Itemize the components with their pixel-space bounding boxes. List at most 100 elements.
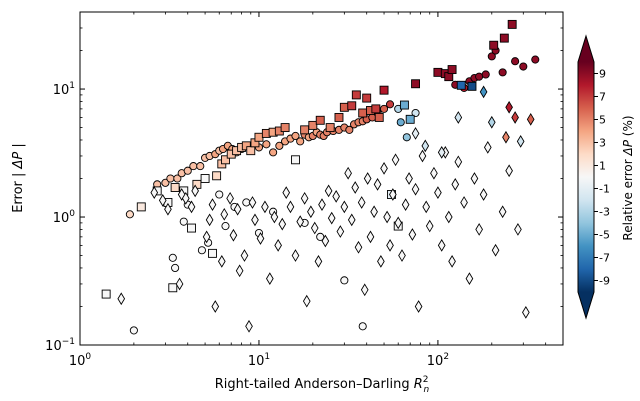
diamond-marker [522,305,530,319]
square-marker [246,146,256,156]
diamond-marker [324,184,333,198]
square-marker [101,289,111,299]
circle-marker [411,108,420,118]
square-marker [358,108,368,118]
diamond-marker [411,127,420,140]
square-marker [187,223,196,233]
diamond-marker [175,277,184,291]
square-marker [208,248,217,258]
diamond-marker [191,184,199,198]
diamond-marker [351,181,360,194]
diamond-marker [370,205,378,219]
y-tick-label: 100 [53,209,76,226]
colorbar-gradient [578,62,594,292]
diamond-marker [286,200,295,214]
square-marker [399,100,409,110]
diamond-marker [437,146,446,159]
diamond-marker [448,255,456,268]
diamond-marker [321,234,330,248]
diamond-marker [327,211,336,225]
square-marker [300,125,310,135]
diamond-marker [487,115,496,129]
diamond-marker [235,264,244,278]
x-tick-label: 102 [427,352,449,369]
diamond-marker [505,164,513,178]
x-axis-label-symbol: R [414,377,423,392]
diamond-marker [340,200,349,214]
diamond-marker [454,155,463,169]
x-axis-label-sup: 2 [423,375,429,385]
diamond-marker [451,177,460,191]
diamond-marker [291,249,300,262]
circle-marker [487,52,496,61]
square-marker [405,114,415,124]
square-marker [371,104,381,114]
circle-marker [221,222,230,231]
diamond-marker [401,198,410,211]
diamond-marker [434,186,442,200]
diamond-marker [479,188,488,201]
diamond-marker [208,198,217,211]
diamond-marker [265,272,274,286]
square-marker [374,112,384,122]
diamond-marker [470,172,479,185]
square-marker [308,120,318,130]
circle-marker [379,104,389,113]
diamond-marker [511,111,519,124]
circle-marker [396,118,405,127]
circle-marker [402,133,411,142]
diamond-marker [187,200,196,214]
diamond-marker [425,219,434,233]
circle-marker [161,178,170,187]
diamond-marker [177,188,186,201]
square-marker [447,65,457,75]
diamond-marker [344,166,352,180]
diamond-marker [514,223,522,236]
data-markers [101,19,540,335]
diamond-marker [296,215,305,229]
circle-marker [125,210,134,219]
colorbar: 9 7 5 3 1 -1 -3 -5 -7 -9 [577,34,610,320]
circle-marker [166,174,175,183]
diamond-marker [498,205,507,219]
circle-marker [215,190,224,199]
diamond-marker [411,182,420,196]
diamond-marker [274,239,282,252]
diamond-marker [526,112,535,126]
diamond-marker [251,213,259,227]
diamond-marker [347,213,356,227]
y-axis-label: Error | ΔP | [11,143,26,213]
diamond-marker [505,100,513,114]
square-marker [325,123,335,133]
colorbar-outline [577,34,595,320]
circle-marker [475,72,484,81]
circle-marker [296,137,305,146]
square-marker [499,33,509,43]
diamond-marker [418,149,427,163]
colorbar-tick-label: -9 [599,275,610,288]
diamond-marker [380,161,388,175]
diamond-marker [150,186,159,200]
diamond-marker [332,189,340,203]
x-axis-label: Right-tailed Anderson–Darling R2 n [215,375,430,395]
colorbar-extend-min [578,292,594,318]
x-axis-label-sub: n [424,385,430,395]
diamond-marker [202,230,211,244]
diamond-marker [444,210,453,224]
colorbar-label-main: Relative error [621,155,635,240]
diamond-marker [366,230,375,244]
square-marker [254,132,264,142]
diamond-marker [437,239,446,252]
circle-marker [168,253,177,262]
square-marker [291,155,300,165]
diamond-marker [465,272,474,286]
diamond-marker [307,205,315,219]
square-marker [212,171,222,181]
diamond-marker [220,207,229,221]
square-marker [221,155,230,165]
y-axis-label-symbol: | ΔP | [11,143,26,177]
diamond-marker [363,172,372,185]
square-marker [280,123,290,133]
y-tick-label: 101 [53,81,75,98]
